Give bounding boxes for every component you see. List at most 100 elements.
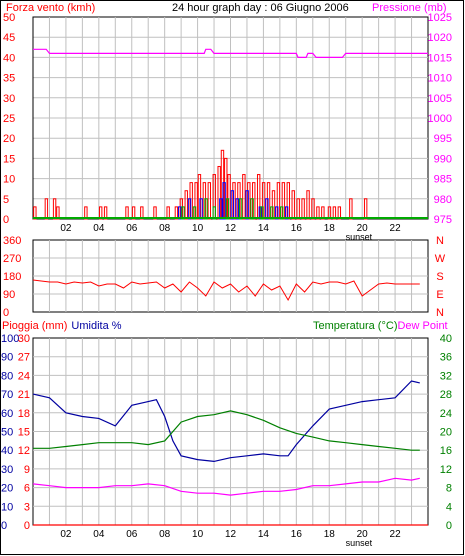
x-tick-label: 10 xyxy=(192,529,204,540)
x-tick-label: 12 xyxy=(225,529,237,540)
x-tick-label: 22 xyxy=(390,223,402,234)
x-tick-label: 18 xyxy=(324,223,336,234)
y-tick-left: 25 xyxy=(3,113,15,125)
x-tick-label: 04 xyxy=(93,529,105,540)
y-tick-left: 50 xyxy=(3,12,15,24)
x-tick-label: 02 xyxy=(60,529,72,540)
x-tick-label: 18 xyxy=(324,529,336,540)
y-tick-left: 360 xyxy=(3,235,21,247)
x-tick-label: 20 xyxy=(357,529,369,540)
humidity-line xyxy=(32,380,420,463)
y-tick-right: 1005 xyxy=(428,93,452,105)
y-tick-left2: 6 xyxy=(24,483,30,495)
x-tick-label: 22 xyxy=(390,529,402,540)
x-tick-label: 08 xyxy=(159,223,171,234)
compass-letter: W xyxy=(435,253,446,265)
temperature-label: Temperatura (°C) xyxy=(313,320,397,332)
y-tick-left: 20 xyxy=(3,133,15,145)
y-tick-right: 990 xyxy=(434,153,452,165)
y-tick-right: 995 xyxy=(434,133,452,145)
x-tick-label: 16 xyxy=(291,223,303,234)
compass-letter: N xyxy=(436,235,444,247)
y-tick-left: 80 xyxy=(1,370,13,382)
y-tick-left2: 3 xyxy=(24,501,30,513)
y-tick-left: 0 xyxy=(3,307,9,319)
y-tick-right: 16 xyxy=(440,445,452,457)
y-tick-left2: 9 xyxy=(24,464,30,476)
y-tick-right: 985 xyxy=(434,174,452,186)
y-tick-left2: 15 xyxy=(18,427,30,439)
y-tick-left: 50 xyxy=(1,427,13,439)
y-tick-right: 975 xyxy=(434,214,452,226)
x-tick-label: 02 xyxy=(60,223,72,234)
y-tick-right: 32 xyxy=(440,370,452,382)
x-tick-label: 20 xyxy=(357,223,369,234)
y-tick-left: 30 xyxy=(3,93,15,105)
x-tick-label: 06 xyxy=(126,529,138,540)
x-tick-label: 04 xyxy=(93,223,105,234)
y-tick-left: 35 xyxy=(3,73,15,85)
dew-line xyxy=(32,477,420,496)
y-tick-left2: 24 xyxy=(18,370,30,382)
x-tick-label: 06 xyxy=(126,223,138,234)
y-tick-right: 1000 xyxy=(428,113,452,125)
y-tick-right: 1010 xyxy=(428,73,452,85)
humidity-label: Umidita % xyxy=(71,320,121,332)
y-tick-right: 12 xyxy=(440,464,452,476)
y-tick-left: 45 xyxy=(3,32,15,44)
y-tick-right: 980 xyxy=(434,194,452,206)
temp-hum-chart: 0102030405060708090100036912151821242730… xyxy=(1,333,452,548)
x-tick-label: 08 xyxy=(159,529,171,540)
direction-line xyxy=(32,279,420,302)
temperature-line xyxy=(33,410,420,451)
compass-letter: E xyxy=(436,289,443,301)
y-tick-right: 36 xyxy=(440,352,452,364)
chart-title: 24 hour graph day : 06 Giugno 2006 xyxy=(172,2,349,14)
rain-label: Pioggia (mm) xyxy=(2,320,67,332)
y-tick-left: 180 xyxy=(3,271,21,283)
y-tick-left: 90 xyxy=(3,289,15,301)
x-tick-label: 10 xyxy=(192,223,204,234)
y-tick-left: 10 xyxy=(1,501,13,513)
y-tick-right: 40 xyxy=(440,333,452,345)
y-tick-right: 8 xyxy=(446,483,452,495)
y-tick-left: 10 xyxy=(3,174,15,186)
y-tick-left2: 27 xyxy=(18,352,30,364)
y-tick-left: 40 xyxy=(1,445,13,457)
y-tick-left: 90 xyxy=(1,352,13,364)
temp-axis-label: Temperatura (°C)Dew Point xyxy=(313,320,448,332)
y-tick-right: 0 xyxy=(446,520,452,532)
y-tick-left2: 18 xyxy=(18,408,30,420)
y-tick-right: 1025 xyxy=(428,12,452,24)
y-tick-right: 1015 xyxy=(428,52,452,64)
dew-point-label: Dew Point xyxy=(397,320,447,332)
rain-axis-label: Pioggia (mm) Umidita % xyxy=(2,320,122,332)
sunset-label: sunset xyxy=(346,232,373,242)
pressure-axis-label: Pressione (mb) xyxy=(372,2,447,14)
y-tick-left: 15 xyxy=(3,153,15,165)
y-tick-left: 100 xyxy=(1,333,19,345)
wind-chart: 0510152025303540455097598098599099510001… xyxy=(3,12,452,242)
x-tick-label: 14 xyxy=(258,529,270,540)
y-tick-left2: 30 xyxy=(18,333,30,345)
sunset-label: sunset xyxy=(346,538,373,548)
y-tick-right: 1020 xyxy=(428,32,452,44)
y-tick-left: 30 xyxy=(1,464,13,476)
pressure-line xyxy=(33,48,428,58)
x-tick-label: 12 xyxy=(225,223,237,234)
y-tick-left: 60 xyxy=(1,408,13,420)
y-tick-left: 20 xyxy=(1,483,13,495)
y-tick-right: 20 xyxy=(440,427,452,439)
y-tick-left2: 21 xyxy=(18,389,30,401)
y-tick-left: 0 xyxy=(1,520,7,532)
x-tick-label: 14 xyxy=(258,223,270,234)
y-tick-right: 4 xyxy=(446,501,452,513)
y-tick-right: 24 xyxy=(440,408,452,420)
compass-letter: N xyxy=(436,307,444,319)
y-tick-left: 270 xyxy=(3,253,21,265)
compass-letter: S xyxy=(436,271,443,283)
